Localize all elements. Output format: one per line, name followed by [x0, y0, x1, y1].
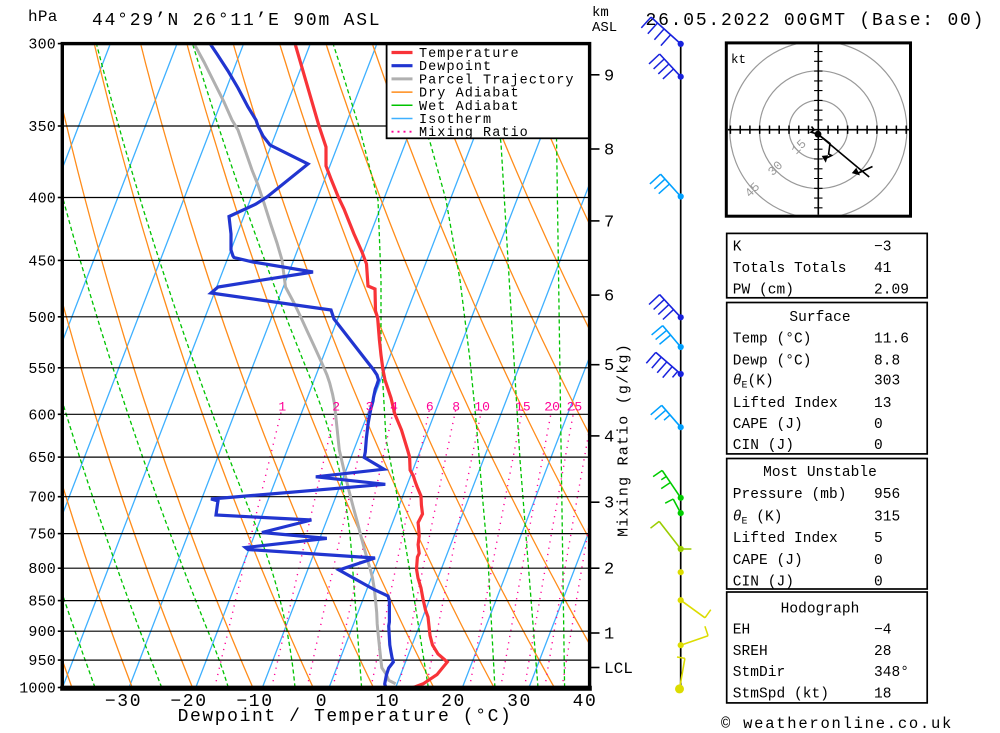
svg-text:Mixing Ratio: Mixing Ratio — [419, 126, 529, 141]
svg-text:400: 400 — [28, 191, 56, 208]
svg-text:0: 0 — [874, 553, 883, 569]
svg-text:2: 2 — [604, 561, 614, 580]
svg-text:315: 315 — [874, 510, 900, 526]
svg-text:18: 18 — [874, 687, 892, 703]
svg-text:3: 3 — [604, 495, 614, 514]
svg-text:Most Unstable: Most Unstable — [763, 465, 877, 481]
svg-text:−10: −10 — [236, 692, 273, 712]
svg-text:8.8: 8.8 — [874, 353, 900, 369]
svg-text:10: 10 — [474, 400, 490, 415]
svg-text:−20: −20 — [170, 692, 207, 712]
svg-text:Dewpoint / Temperature (°C): Dewpoint / Temperature (°C) — [178, 707, 513, 727]
svg-text:2: 2 — [332, 400, 340, 415]
svg-text:θE(K): θE(K) — [733, 374, 774, 392]
svg-text:Hodograph: Hodograph — [781, 602, 860, 618]
svg-text:6: 6 — [604, 288, 614, 307]
svg-text:−3: −3 — [874, 240, 892, 256]
svg-text:350: 350 — [28, 119, 56, 136]
svg-text:−4: −4 — [874, 622, 892, 638]
svg-text:Lifted Index: Lifted Index — [733, 531, 838, 547]
svg-text:Parcel Trajectory: Parcel Trajectory — [419, 73, 575, 88]
svg-text:Dewpoint: Dewpoint — [419, 60, 492, 75]
svg-text:StmSpd (kt): StmSpd (kt) — [733, 687, 829, 703]
svg-text:30: 30 — [507, 692, 532, 712]
svg-text:SREH: SREH — [733, 644, 768, 660]
svg-text:PW (cm): PW (cm) — [733, 283, 794, 299]
svg-text:K: K — [733, 240, 742, 256]
svg-text:6: 6 — [426, 400, 434, 415]
svg-text:StmDir: StmDir — [733, 665, 786, 681]
svg-text:20: 20 — [544, 400, 560, 415]
svg-text:Dewp (°C): Dewp (°C) — [733, 353, 812, 369]
svg-text:900: 900 — [28, 624, 56, 641]
svg-text:700: 700 — [28, 490, 56, 507]
svg-text:8: 8 — [604, 142, 614, 161]
svg-text:−30: −30 — [105, 692, 142, 712]
svg-text:Dry Adiabat: Dry Adiabat — [419, 87, 520, 102]
svg-text:2.09: 2.09 — [874, 283, 909, 299]
svg-text:25: 25 — [567, 400, 583, 415]
svg-text:EH: EH — [733, 622, 751, 638]
svg-text:300: 300 — [28, 37, 56, 54]
svg-text:950: 950 — [28, 653, 56, 670]
svg-text:7: 7 — [604, 213, 614, 232]
svg-text:1: 1 — [604, 626, 614, 645]
svg-text:0: 0 — [874, 417, 883, 433]
svg-text:550: 550 — [28, 361, 56, 378]
svg-text:5: 5 — [874, 531, 883, 547]
svg-text:4: 4 — [604, 428, 614, 447]
svg-text:40: 40 — [573, 692, 598, 712]
svg-text:10: 10 — [376, 692, 401, 712]
svg-text:26.05.2022 00GMT (Base: 00): 26.05.2022 00GMT (Base: 00) — [646, 11, 986, 31]
svg-text:θE (K): θE (K) — [733, 510, 783, 528]
svg-text:500: 500 — [28, 310, 56, 327]
svg-text:LCL: LCL — [604, 660, 633, 678]
svg-text:0: 0 — [874, 575, 883, 591]
svg-text:800: 800 — [28, 561, 56, 578]
svg-text:750: 750 — [28, 527, 56, 544]
svg-text:Isotherm: Isotherm — [419, 113, 492, 128]
svg-text:1000: 1000 — [19, 681, 56, 698]
svg-text:303: 303 — [874, 374, 900, 390]
svg-text:CAPE (J): CAPE (J) — [733, 417, 803, 433]
svg-text:0: 0 — [316, 692, 328, 712]
svg-text:CIN (J): CIN (J) — [733, 575, 794, 591]
svg-text:8: 8 — [452, 400, 460, 415]
svg-text:348°: 348° — [874, 665, 909, 681]
svg-text:0: 0 — [874, 438, 883, 454]
svg-text:11.6: 11.6 — [874, 332, 909, 348]
svg-text:41: 41 — [874, 261, 892, 277]
svg-text:450: 450 — [28, 253, 56, 270]
svg-text:5: 5 — [604, 357, 614, 376]
svg-text:4: 4 — [390, 400, 398, 415]
svg-text:CIN (J): CIN (J) — [733, 438, 794, 454]
svg-text:Surface: Surface — [789, 310, 850, 326]
svg-text:Lifted Index: Lifted Index — [733, 396, 838, 412]
svg-text:28: 28 — [874, 644, 892, 660]
svg-text:44°29’N 26°11’E 90m ASL: 44°29’N 26°11’E 90m ASL — [92, 11, 381, 31]
svg-text:Temp (°C): Temp (°C) — [733, 332, 812, 348]
svg-text:Mixing Ratio (g/kg): Mixing Ratio (g/kg) — [616, 343, 633, 537]
svg-text:13: 13 — [874, 396, 892, 412]
svg-text:kt: kt — [731, 53, 746, 67]
svg-text:600: 600 — [28, 407, 56, 424]
svg-text:CAPE (J): CAPE (J) — [733, 553, 803, 569]
svg-text:20: 20 — [441, 692, 466, 712]
svg-text:850: 850 — [28, 594, 56, 611]
svg-text:© weatheronline.co.uk: © weatheronline.co.uk — [721, 715, 953, 733]
svg-text:956: 956 — [874, 487, 900, 503]
svg-text:ASL: ASL — [592, 20, 617, 36]
svg-text:9: 9 — [604, 67, 614, 86]
svg-text:Wet Adiabat: Wet Adiabat — [419, 100, 520, 115]
svg-text:Totals Totals: Totals Totals — [733, 261, 847, 277]
svg-text:3: 3 — [366, 400, 374, 415]
svg-text:hPa: hPa — [28, 8, 58, 26]
svg-text:Pressure (mb): Pressure (mb) — [733, 487, 847, 503]
svg-text:15: 15 — [515, 400, 531, 415]
svg-text:1: 1 — [278, 400, 286, 415]
svg-text:650: 650 — [28, 450, 56, 467]
svg-text:km: km — [592, 5, 609, 21]
svg-text:Temperature: Temperature — [419, 47, 520, 62]
